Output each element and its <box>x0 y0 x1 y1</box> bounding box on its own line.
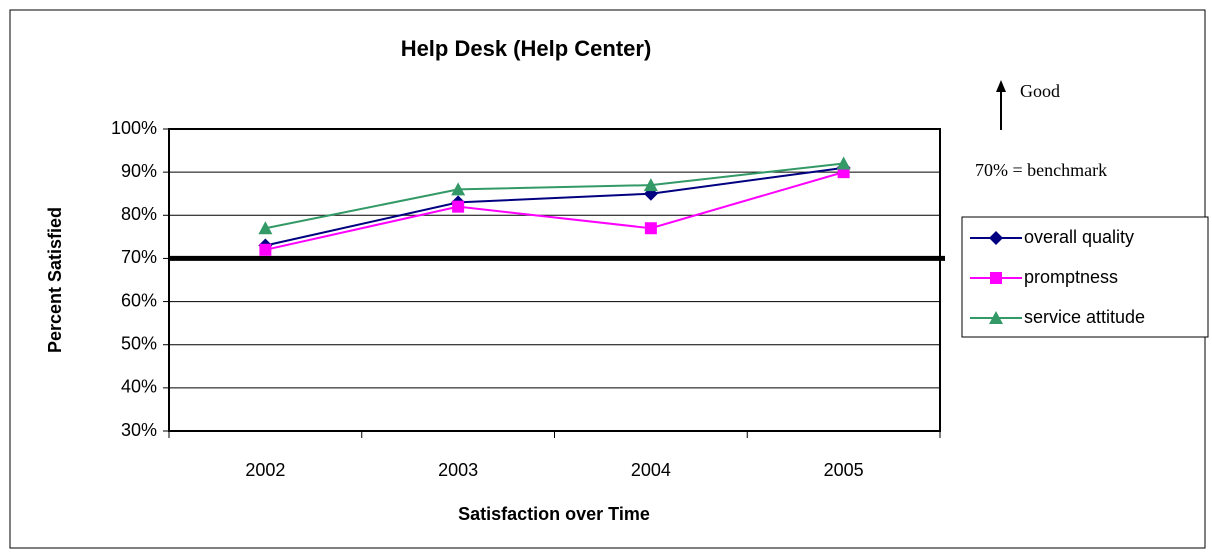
legend-marker <box>989 311 1003 324</box>
y-tick-label: 70% <box>121 247 157 267</box>
series-line <box>265 166 844 247</box>
data-point <box>644 222 657 235</box>
legend-marker <box>990 272 1002 284</box>
chart-title: Help Desk (Help Center) <box>401 36 652 61</box>
y-tick-label: 80% <box>121 204 157 224</box>
y-tick-label: 50% <box>121 333 157 353</box>
y-tick-label: 100% <box>111 118 157 138</box>
legend-marker <box>989 231 1003 245</box>
data-point <box>452 200 465 213</box>
legend-label: service attitude <box>1024 307 1145 327</box>
data-point <box>451 182 466 196</box>
y-tick-label: 30% <box>121 420 157 440</box>
legend-label: overall quality <box>1024 227 1134 247</box>
x-axis-label: Satisfaction over Time <box>458 504 650 524</box>
y-tick-label: 60% <box>121 290 157 310</box>
x-tick-label: 2004 <box>631 460 671 480</box>
y-tick-label: 90% <box>121 161 157 181</box>
annotation-benchmark: 70% = benchmark <box>975 160 1107 180</box>
series-line <box>265 171 844 251</box>
data-point <box>836 156 851 170</box>
arrow-head <box>996 80 1006 92</box>
data-point <box>643 178 658 192</box>
x-tick-label: 2005 <box>824 460 864 480</box>
legend-label: promptness <box>1024 267 1118 287</box>
data-point <box>258 221 273 235</box>
x-tick-label: 2003 <box>438 460 478 480</box>
data-point <box>259 243 272 256</box>
annotation-good: Good <box>1020 81 1060 101</box>
y-tick-label: 40% <box>121 377 157 397</box>
series-line <box>265 162 844 230</box>
plot-frame <box>168 128 941 432</box>
x-tick-label: 2002 <box>245 460 285 480</box>
y-axis-label: Percent Satisfied <box>45 207 65 353</box>
